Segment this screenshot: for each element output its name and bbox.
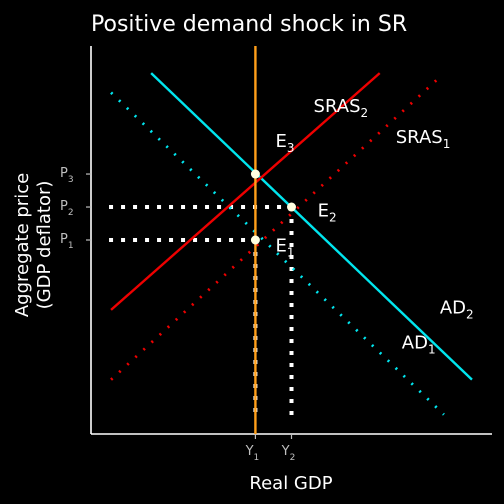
- x-tick-label-y1: Y1: [245, 444, 260, 463]
- point-e3: [250, 169, 260, 179]
- x-axis-title: Real GDP: [249, 473, 332, 494]
- y-tick-label-p1: P1: [60, 232, 74, 251]
- point-label-e3: E3: [275, 131, 294, 155]
- curve-label-ad1: AD1: [402, 333, 436, 357]
- y-axis-title-line2: (GDP deflator): [34, 181, 55, 310]
- curve-ad2: [150, 72, 473, 381]
- point-e1: [250, 235, 260, 245]
- curve-label-sras1: SRAS1: [396, 127, 451, 151]
- chart-title: Positive demand shock in SR: [91, 12, 407, 37]
- y-tick-label-p2: P2: [60, 199, 74, 218]
- y-axis-title-line1: Aggregate price: [12, 173, 33, 317]
- curve-sras2: [110, 72, 381, 311]
- point-e2: [287, 202, 296, 212]
- point-label-e2: E2: [318, 201, 337, 225]
- curve-label-ad2: AD2: [440, 298, 474, 322]
- x-tick-label-y2: Y2: [281, 444, 296, 463]
- point-label-e1: E1: [275, 236, 294, 260]
- curve-ad1: [110, 91, 445, 416]
- y-tick-label-p3: P3: [60, 166, 74, 185]
- curve-label-sras2: SRAS2: [314, 96, 369, 120]
